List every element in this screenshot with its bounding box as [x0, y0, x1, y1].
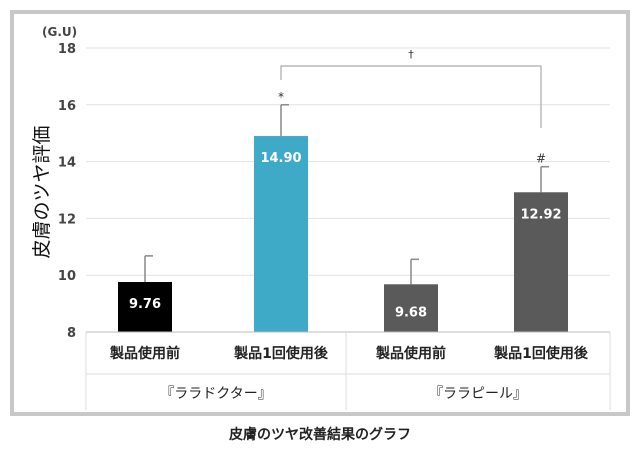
- x-tick-label: 製品1回使用後: [493, 345, 589, 362]
- y-axis-title: 皮膚のツヤ評価: [31, 125, 53, 258]
- bar: [254, 136, 308, 332]
- y-unit-label: (G.U): [42, 25, 77, 39]
- bar: [118, 282, 172, 332]
- chart-caption: 皮膚のツヤ改善結果のグラフ: [229, 427, 411, 443]
- bar-value-label: 12.92: [520, 207, 561, 222]
- y-tick-label: 8: [67, 326, 76, 341]
- bracket-marker: †: [408, 48, 414, 61]
- significance-marker: *: [278, 90, 284, 104]
- bar-value-label: 14.90: [260, 151, 301, 166]
- y-tick-label: 16: [58, 99, 76, 114]
- x-tick-label: 製品1回使用後: [233, 345, 329, 362]
- y-tick-label: 18: [58, 42, 76, 57]
- bar: [384, 284, 438, 332]
- significance-bracket: [280, 65, 542, 128]
- bar-chart: 8 10 12 14 16 18 (G.U) 皮膚のツヤ評価 9.76 14.90 * 9.68 12.…: [31, 25, 611, 410]
- x-tick-label: 製品使用前: [375, 345, 446, 362]
- y-tick-label: 14: [58, 156, 76, 171]
- significance-marker: #: [536, 152, 546, 166]
- bar-value-label: 9.76: [129, 297, 161, 312]
- bar-value-label: 9.68: [395, 305, 427, 320]
- bar: [514, 192, 568, 332]
- group-label: 『ララドクター』: [160, 386, 271, 402]
- x-tick-label: 製品使用前: [109, 345, 180, 362]
- y-tick-label: 12: [58, 212, 76, 227]
- y-tick-label: 10: [58, 269, 76, 284]
- group-label: 『ララピール』: [429, 386, 527, 402]
